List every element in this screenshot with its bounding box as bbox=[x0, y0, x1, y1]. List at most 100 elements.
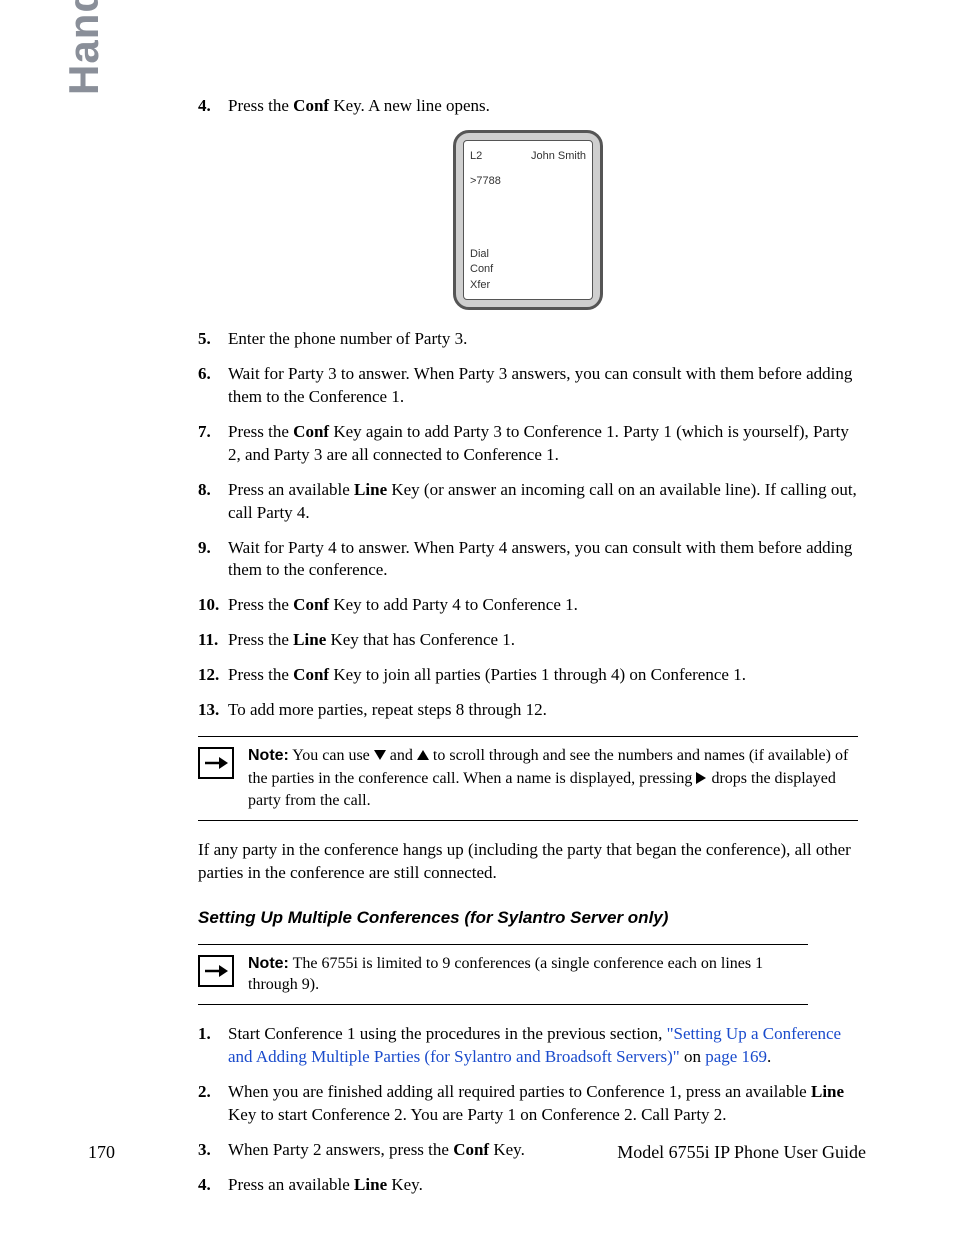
step-item: 6. Wait for Party 3 to answer. When Part… bbox=[198, 363, 858, 409]
note-text: Note: The 6755i is limited to 9 conferen… bbox=[248, 953, 808, 996]
step-item: 11. Press the Line Key that has Conferen… bbox=[198, 629, 858, 652]
step-number: 6. bbox=[198, 363, 226, 386]
text: Press the bbox=[228, 595, 293, 614]
phone-softkey: Conf bbox=[470, 262, 586, 277]
step-item: 13. To add more parties, repeat steps 8 … bbox=[198, 699, 858, 722]
step-number: 2. bbox=[198, 1081, 226, 1104]
step-text: Wait for Party 3 to answer. When Party 3… bbox=[228, 364, 852, 406]
note-label: Note: bbox=[248, 747, 289, 764]
phone-line-label: L2 bbox=[470, 149, 482, 164]
bold-key: Conf bbox=[293, 96, 329, 115]
phone-screen: L2 John Smith >7788 Dial Conf Xfer bbox=[463, 140, 593, 300]
text: . bbox=[767, 1047, 771, 1066]
phone-display-figure: L2 John Smith >7788 Dial Conf Xfer bbox=[198, 130, 858, 310]
step-text: Press the Conf Key again to add Party 3 … bbox=[228, 422, 849, 464]
step-number: 12. bbox=[198, 664, 226, 687]
triangle-up-icon bbox=[417, 746, 429, 768]
step-text: Press an available Line Key (or answer a… bbox=[228, 480, 857, 522]
bold-key: Conf bbox=[293, 665, 329, 684]
procedure-list-b: 1. Start Conference 1 using the procedur… bbox=[198, 1023, 858, 1197]
bold-key: Line bbox=[293, 630, 326, 649]
note-box: Note: You can use and to scroll through … bbox=[198, 736, 858, 821]
step-item: 4. Press the Conf Key. A new line opens. bbox=[198, 95, 858, 118]
arrow-right-icon bbox=[198, 955, 234, 987]
step-item: 4. Press an available Line Key. bbox=[198, 1174, 858, 1197]
triangle-right-icon bbox=[696, 769, 707, 791]
step-number: 11. bbox=[198, 629, 226, 652]
step-item: 9. Wait for Party 4 to answer. When Part… bbox=[198, 537, 858, 583]
step-item: 8. Press an available Line Key (or answe… bbox=[198, 479, 858, 525]
step-text: Press the Line Key that has Conference 1… bbox=[228, 630, 515, 649]
page-number: 170 bbox=[88, 1142, 115, 1163]
main-content: 4. Press the Conf Key. A new line opens.… bbox=[198, 95, 858, 1197]
page: Handling Calls 4. Press the Conf Key. A … bbox=[0, 0, 954, 1235]
step-item: 5. Enter the phone number of Party 3. bbox=[198, 328, 858, 351]
step-number: 8. bbox=[198, 479, 226, 502]
phone-screen-top: L2 John Smith >7788 bbox=[470, 149, 586, 189]
phone-caller-name: John Smith bbox=[531, 149, 586, 164]
text: and bbox=[386, 747, 417, 764]
bold-key: Conf bbox=[293, 595, 329, 614]
step-item: 12. Press the Conf Key to join all parti… bbox=[198, 664, 858, 687]
document-title: Model 6755i IP Phone User Guide bbox=[617, 1142, 866, 1163]
note-label: Note: bbox=[248, 955, 289, 972]
text: Press an available bbox=[228, 1175, 354, 1194]
step-text: When you are finished adding all require… bbox=[228, 1082, 844, 1124]
text: Key that has Conference 1. bbox=[326, 630, 515, 649]
text: You can use bbox=[289, 747, 374, 764]
step-number: 9. bbox=[198, 537, 226, 560]
triangle-down-icon bbox=[374, 746, 386, 768]
step-text: To add more parties, repeat steps 8 thro… bbox=[228, 700, 547, 719]
step-item: 1. Start Conference 1 using the procedur… bbox=[198, 1023, 858, 1069]
section-title-vertical: Handling Calls bbox=[60, 0, 108, 95]
page-footer: 170 Model 6755i IP Phone User Guide bbox=[88, 1142, 866, 1163]
subsection-heading: Setting Up Multiple Conferences (for Syl… bbox=[198, 907, 858, 930]
step-item: 7. Press the Conf Key again to add Party… bbox=[198, 421, 858, 467]
step-number: 4. bbox=[198, 95, 226, 118]
step-text: Press the Conf Key. A new line opens. bbox=[228, 96, 490, 115]
phone-dial-string: >7788 bbox=[470, 174, 586, 189]
step-text: Enter the phone number of Party 3. bbox=[228, 329, 467, 348]
note-box: Note: The 6755i is limited to 9 conferen… bbox=[198, 944, 808, 1005]
step-text: Press the Conf Key to add Party 4 to Con… bbox=[228, 595, 578, 614]
text: Key to join all parties (Parties 1 throu… bbox=[329, 665, 746, 684]
text: Key. A new line opens. bbox=[329, 96, 490, 115]
text: When you are finished adding all require… bbox=[228, 1082, 811, 1101]
text: Key to start Conference 2. You are Party… bbox=[228, 1105, 727, 1124]
text: The 6755i is limited to 9 conferences (a… bbox=[248, 955, 763, 994]
step-number: 7. bbox=[198, 421, 226, 444]
step-text: Start Conference 1 using the procedures … bbox=[228, 1024, 841, 1066]
phone-bezel: L2 John Smith >7788 Dial Conf Xfer bbox=[453, 130, 603, 310]
step-number: 1. bbox=[198, 1023, 226, 1046]
text: Start Conference 1 using the procedures … bbox=[228, 1024, 667, 1043]
text: Press an available bbox=[228, 480, 354, 499]
text: Press the bbox=[228, 665, 293, 684]
text: Press the bbox=[228, 630, 293, 649]
phone-softkey: Xfer bbox=[470, 278, 586, 293]
paragraph: If any party in the conference hangs up … bbox=[198, 839, 858, 885]
step-number: 10. bbox=[198, 594, 226, 617]
text: Press the bbox=[228, 422, 293, 441]
step-number: 13. bbox=[198, 699, 226, 722]
step-text: Press the Conf Key to join all parties (… bbox=[228, 665, 746, 684]
step-item: 10. Press the Conf Key to add Party 4 to… bbox=[198, 594, 858, 617]
text: Key to add Party 4 to Conference 1. bbox=[329, 595, 578, 614]
bold-key: Line bbox=[811, 1082, 844, 1101]
phone-softkeys: Dial Conf Xfer bbox=[470, 247, 586, 293]
bold-key: Line bbox=[354, 1175, 387, 1194]
page-reference-link[interactable]: page 169 bbox=[705, 1047, 767, 1066]
arrow-right-icon bbox=[198, 747, 234, 779]
step-text: Wait for Party 4 to answer. When Party 4… bbox=[228, 538, 852, 580]
bold-key: Conf bbox=[293, 422, 329, 441]
procedure-list-a-cont: 5. Enter the phone number of Party 3. 6.… bbox=[198, 328, 858, 722]
step-text: Press an available Line Key. bbox=[228, 1175, 423, 1194]
text: Press the bbox=[228, 96, 293, 115]
bold-key: Line bbox=[354, 480, 387, 499]
step-number: 5. bbox=[198, 328, 226, 351]
text: Key. bbox=[387, 1175, 423, 1194]
procedure-list-a: 4. Press the Conf Key. A new line opens. bbox=[198, 95, 858, 118]
text: on bbox=[680, 1047, 706, 1066]
note-text: Note: You can use and to scroll through … bbox=[248, 745, 858, 812]
step-number: 4. bbox=[198, 1174, 226, 1197]
phone-softkey: Dial bbox=[470, 247, 586, 262]
